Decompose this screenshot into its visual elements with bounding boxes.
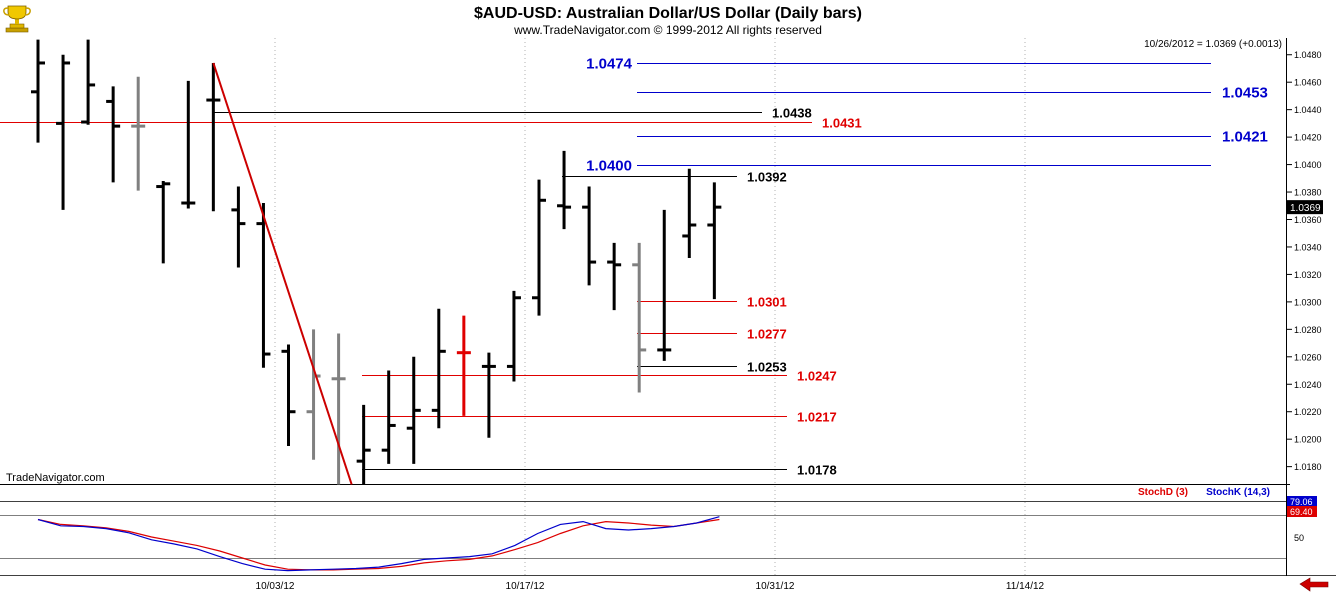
y-tick-label: 1.0480 xyxy=(1294,50,1322,60)
ohlc-bar xyxy=(256,203,271,368)
ohlc-bar xyxy=(381,370,396,464)
stoch-d-box xyxy=(1287,506,1317,517)
stoch-k-box xyxy=(1287,496,1317,506)
stoch-y-tick-label: 50 xyxy=(1294,533,1304,543)
level-label: 1.0217 xyxy=(797,410,837,425)
ohlc-bar xyxy=(532,179,546,316)
last-quote-text: 10/26/2012 = 1.0369 (+0.0013) xyxy=(1144,39,1282,50)
ohlc-bar xyxy=(356,404,371,485)
level-label: 1.0400 xyxy=(586,158,632,175)
level-label: 1.0301 xyxy=(747,295,787,310)
y-tick-label: 1.0440 xyxy=(1294,105,1322,115)
ohlc-bar xyxy=(406,356,421,464)
gold-trophy-icon[interactable] xyxy=(2,2,32,34)
ohlc-bar xyxy=(181,80,196,209)
ohlc-bar xyxy=(657,209,672,361)
y-tick-label: 1.0180 xyxy=(1294,462,1322,472)
ohlc-bar xyxy=(131,76,146,191)
stoch-k-last: 79.06 xyxy=(1290,497,1313,507)
chart-title: $AUD-USD: Australian Dollar/US Dollar (D… xyxy=(474,5,862,22)
ohlc-bar xyxy=(632,242,647,393)
stoch-legend-k: StochK (14,3) xyxy=(1206,487,1270,498)
stoch-series-line xyxy=(37,518,720,571)
ohlc-bar xyxy=(506,290,521,382)
ohlc-bar xyxy=(582,186,597,286)
level-label: 1.0253 xyxy=(747,360,787,375)
ohlc-bar xyxy=(81,39,96,125)
level-label: 1.0277 xyxy=(747,327,787,342)
ohlc-bar xyxy=(557,150,572,230)
level-label: 1.0431 xyxy=(822,116,862,131)
level-label: 1.0474 xyxy=(586,56,633,73)
y-tick-label: 1.0320 xyxy=(1294,270,1322,280)
y-tick-label: 1.0400 xyxy=(1294,160,1322,170)
watermark-text: TradeNavigator.com xyxy=(6,472,105,484)
level-label: 1.0247 xyxy=(797,369,837,384)
ohlc-bar xyxy=(206,62,221,212)
y-tick-label: 1.0260 xyxy=(1294,352,1322,362)
ohlc-bar xyxy=(331,333,346,485)
y-tick-label: 1.0300 xyxy=(1294,297,1322,307)
level-label: 1.0178 xyxy=(797,463,837,478)
ohlc-bar xyxy=(156,181,171,264)
current-price-box xyxy=(1287,200,1323,215)
ohlc-bar xyxy=(106,86,121,183)
ohlc-bar xyxy=(31,39,45,143)
y-tick-label: 1.0420 xyxy=(1294,133,1322,143)
ohlc-bar xyxy=(707,182,722,300)
price-panel xyxy=(0,38,1286,484)
ohlc-bar xyxy=(607,242,622,311)
copyright-text: www.TradeNavigator.com © 1999-2012 All r… xyxy=(513,23,822,37)
level-label: 1.0453 xyxy=(1222,85,1268,102)
trendline xyxy=(212,62,353,485)
ohlc-bar xyxy=(431,308,446,429)
stoch-d-last: 69.40 xyxy=(1290,507,1313,517)
y-tick-label: 1.0360 xyxy=(1294,215,1322,225)
ohlc-bar xyxy=(481,352,496,438)
level-label: 1.0438 xyxy=(772,106,812,121)
scroll-left-arrow-icon[interactable] xyxy=(1299,577,1329,592)
ohlc-bar xyxy=(456,315,471,416)
level-label: 1.0421 xyxy=(1222,129,1268,146)
ohlc-bar xyxy=(231,186,246,268)
ohlc-bar xyxy=(682,168,697,258)
level-label: 1.0392 xyxy=(747,170,787,185)
stoch-series-line xyxy=(37,516,720,572)
x-tick-label: 11/14/12 xyxy=(1006,581,1045,592)
y-tick-label: 1.0200 xyxy=(1294,435,1322,445)
current-price-label: 1.0369 xyxy=(1290,203,1321,214)
y-tick-label: 1.0460 xyxy=(1294,78,1322,88)
x-tick-label: 10/17/12 xyxy=(506,581,545,592)
y-tick-label: 1.0280 xyxy=(1294,325,1322,335)
x-tick-label: 10/03/12 xyxy=(256,581,295,592)
y-tick-label: 1.0240 xyxy=(1294,380,1322,390)
x-tick-label: 10/31/12 xyxy=(756,581,795,592)
y-tick-label: 1.0220 xyxy=(1294,407,1322,417)
y-tick-label: 1.0340 xyxy=(1294,242,1322,252)
stoch-legend-d: StochD (3) xyxy=(1138,487,1188,498)
y-tick-label: 1.0380 xyxy=(1294,188,1322,198)
ohlc-bar xyxy=(281,344,296,447)
ohlc-bar xyxy=(56,54,71,210)
